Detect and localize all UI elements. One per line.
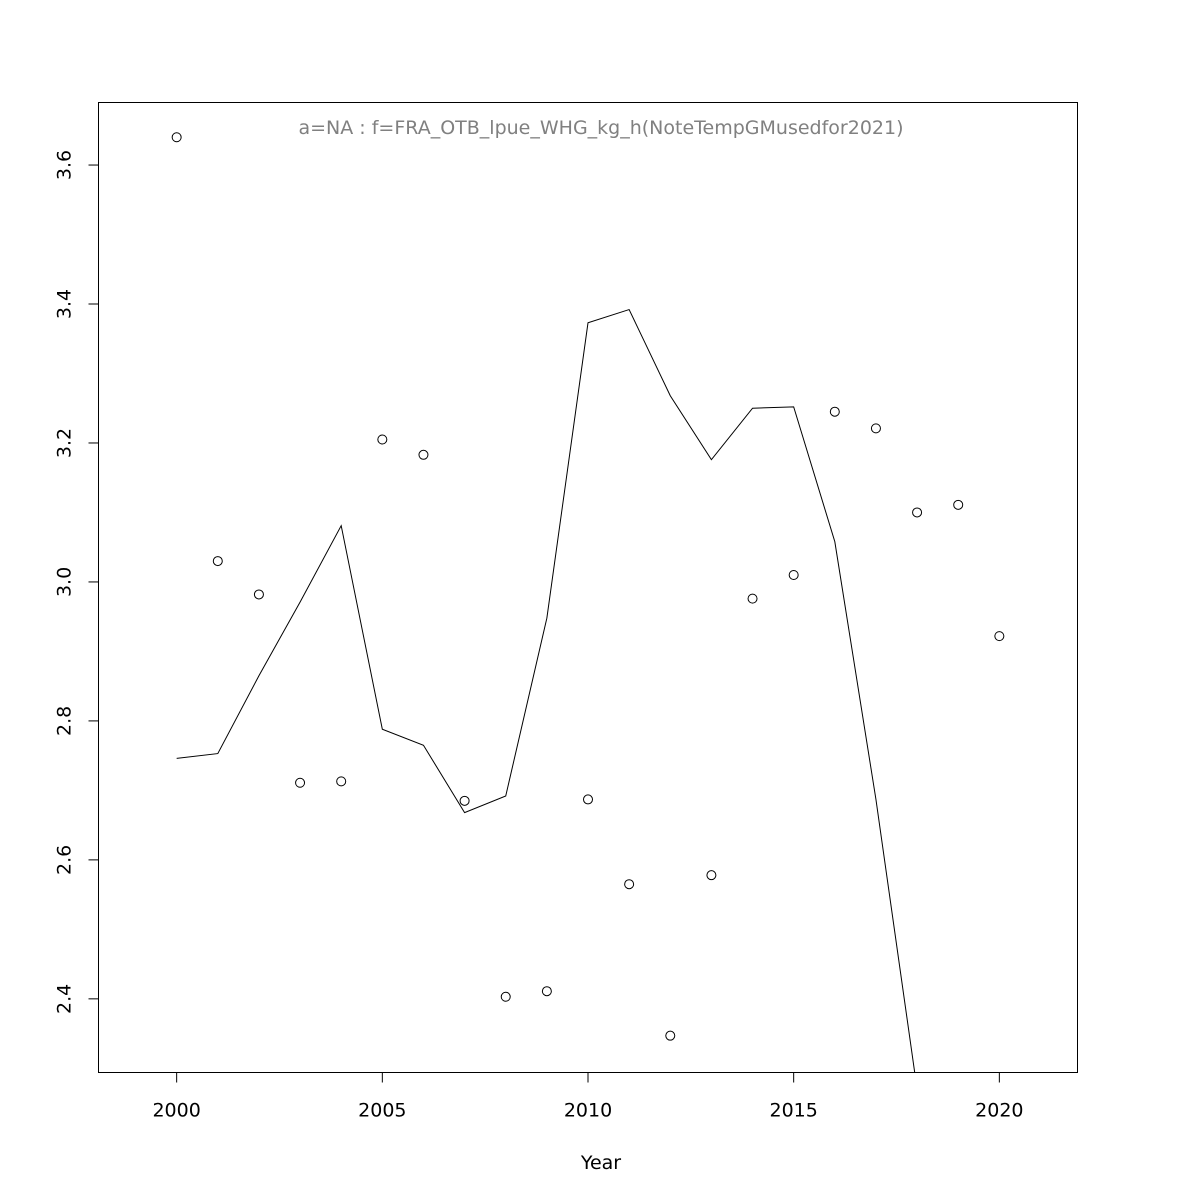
data-point: [541, 986, 552, 997]
y-tick-label: 2.6: [54, 845, 76, 875]
data-point: [418, 449, 429, 460]
data-point: [706, 870, 717, 881]
data-point: [171, 132, 182, 143]
plot-frame: [98, 102, 1078, 1073]
y-tick-label: 2.8: [54, 706, 76, 736]
data-point: [212, 556, 223, 567]
y-tick-label: 3.4: [54, 289, 76, 319]
data-point: [994, 631, 1005, 642]
x-tick-label: 2020: [975, 1100, 1023, 1122]
y-tick-label: 3.6: [54, 150, 76, 180]
data-point: [953, 499, 964, 510]
series-layer: [171, 132, 1005, 1072]
x-axis-title: Year: [580, 1152, 621, 1174]
data-point: [377, 434, 388, 445]
data-point: [912, 507, 923, 518]
data-point: [829, 406, 840, 417]
y-tick-label: 3.0: [54, 567, 76, 597]
data-point: [788, 569, 799, 580]
data-point: [253, 589, 264, 600]
x-tick-label: 2015: [769, 1100, 817, 1122]
data-point: [295, 777, 306, 788]
y-axis: 2.4 2.6 2.8 3.0 3.2 3.4 3.6: [54, 150, 99, 1014]
data-point: [624, 879, 635, 890]
x-tick-label: 2010: [564, 1100, 612, 1122]
x-axis: 2000 2005 2010 2015 2020: [152, 1072, 1024, 1122]
y-tick-label: 2.4: [54, 984, 76, 1014]
data-point: [747, 593, 758, 604]
data-point: [336, 776, 347, 787]
fitted-line: [176, 308, 916, 1072]
data-point: [870, 423, 881, 434]
data-point: [583, 794, 593, 805]
x-tick-label: 2000: [152, 1100, 200, 1122]
data-point: [500, 991, 511, 1002]
plot-title: a=NA : f=FRA_OTB_lpue_WHG_kg_h(NoteTempG…: [298, 117, 903, 139]
x-tick-label: 2005: [358, 1100, 406, 1122]
data-point: [665, 1030, 676, 1041]
y-tick-label: 3.2: [54, 428, 76, 458]
data-point: [459, 795, 470, 806]
